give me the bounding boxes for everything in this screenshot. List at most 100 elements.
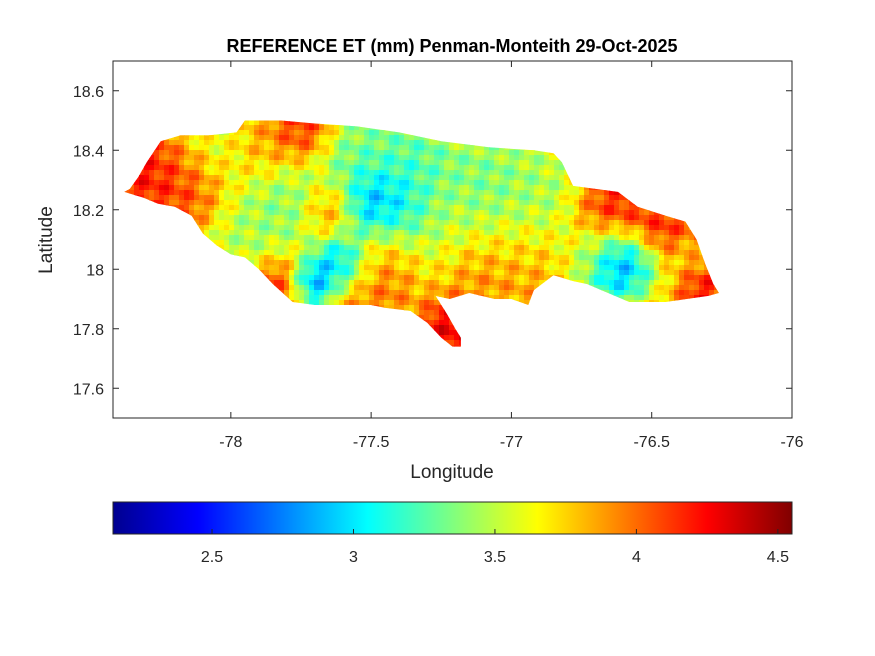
heatmap-cell — [179, 180, 185, 186]
heatmap-cell — [374, 145, 380, 151]
heatmap-cell — [519, 180, 525, 186]
heatmap-cell — [584, 205, 590, 211]
heatmap-cell — [349, 145, 355, 151]
heatmap-cell — [419, 255, 425, 261]
heatmap-cell — [199, 180, 205, 186]
heatmap-cell — [479, 205, 485, 211]
heatmap-cell — [264, 195, 270, 201]
heatmap-cell — [269, 260, 275, 266]
heatmap-cell — [574, 195, 580, 201]
heatmap-cell — [264, 245, 270, 251]
heatmap-cell — [504, 245, 510, 251]
heatmap-cell — [239, 225, 245, 231]
heatmap-cell — [619, 250, 625, 256]
heatmap-cell — [444, 140, 450, 146]
heatmap-cell — [289, 145, 295, 151]
heatmap-cell — [474, 195, 480, 201]
heatmap-cell — [284, 275, 290, 281]
heatmap-cell — [594, 265, 600, 271]
heatmap-cell — [574, 245, 580, 251]
heatmap-cell — [199, 165, 205, 171]
heatmap-cell — [219, 135, 225, 141]
heatmap-cell — [304, 280, 310, 286]
heatmap-cell — [339, 180, 345, 186]
heatmap-cell — [309, 155, 315, 161]
heatmap-cell — [379, 255, 385, 261]
heatmap-cell — [239, 150, 245, 156]
heatmap-cell — [464, 215, 470, 221]
heatmap-cell — [534, 175, 540, 181]
heatmap-cell — [634, 280, 640, 286]
heatmap-cell — [354, 285, 360, 291]
heatmap-cell — [609, 220, 615, 226]
heatmap-cell — [504, 165, 510, 171]
heatmap-cell — [339, 295, 345, 301]
heatmap-cell — [299, 250, 305, 256]
heatmap-cell — [684, 225, 690, 231]
heatmap-cell — [309, 205, 315, 211]
heatmap-cell — [564, 255, 570, 261]
heatmap-cell — [274, 190, 280, 196]
heatmap-cell — [629, 230, 635, 236]
heatmap-cell — [194, 200, 200, 206]
heatmap-cell — [514, 245, 520, 251]
heatmap-cell — [264, 265, 270, 271]
heatmap-cell — [454, 205, 460, 211]
heatmap-cell — [409, 285, 415, 291]
heatmap-cell — [249, 245, 255, 251]
heatmap-cell — [409, 230, 415, 236]
heatmap-cell — [429, 290, 435, 296]
heatmap-cell — [339, 215, 345, 221]
heatmap-cell — [354, 185, 360, 191]
heatmap-cell — [264, 155, 270, 161]
heatmap-cell — [274, 165, 280, 171]
heatmap-cell — [259, 245, 265, 251]
heatmap-cell — [469, 150, 475, 156]
heatmap-cell — [669, 225, 675, 231]
heatmap-cell — [419, 155, 425, 161]
heatmap-cell — [299, 285, 305, 291]
heatmap-cell — [304, 210, 310, 216]
heatmap-cell — [419, 135, 425, 141]
heatmap-cell — [454, 160, 460, 166]
heatmap-cell — [459, 255, 465, 261]
heatmap-cell — [294, 140, 300, 146]
heatmap-cell — [499, 165, 505, 171]
heatmap-cell — [249, 200, 255, 206]
heatmap-cell — [279, 285, 285, 291]
heatmap-cell — [444, 295, 450, 301]
heatmap-cell — [329, 295, 335, 301]
heatmap-cell — [549, 225, 555, 231]
heatmap-cell — [459, 205, 465, 211]
heatmap-cell — [369, 150, 375, 156]
heatmap-cell — [384, 205, 390, 211]
heatmap-cell — [214, 215, 220, 221]
heatmap-cell — [529, 250, 535, 256]
heatmap-cell — [434, 240, 440, 246]
heatmap-cell — [199, 135, 205, 141]
heatmap-cell — [374, 275, 380, 281]
heatmap-cell — [559, 175, 565, 181]
heatmap-cell — [349, 160, 355, 166]
heatmap-cell — [669, 220, 675, 226]
heatmap-cell — [429, 160, 435, 166]
heatmap-cell — [244, 220, 250, 226]
heatmap-cell — [514, 265, 520, 271]
heatmap-cell — [409, 225, 415, 231]
heatmap-cell — [584, 245, 590, 251]
heatmap-cell — [489, 295, 495, 301]
heatmap-cell — [469, 240, 475, 246]
heatmap-cell — [489, 190, 495, 196]
heatmap-cell — [499, 170, 505, 176]
heatmap-cell — [444, 250, 450, 256]
heatmap-cell — [334, 200, 340, 206]
heatmap-cell — [504, 200, 510, 206]
heatmap-cell — [679, 250, 685, 256]
heatmap-cell — [284, 180, 290, 186]
heatmap-cell — [544, 220, 550, 226]
heatmap-cell — [444, 200, 450, 206]
heatmap-cell — [289, 185, 295, 191]
heatmap-cell — [289, 215, 295, 221]
heatmap-cell — [279, 120, 285, 126]
heatmap-cell — [219, 150, 225, 156]
